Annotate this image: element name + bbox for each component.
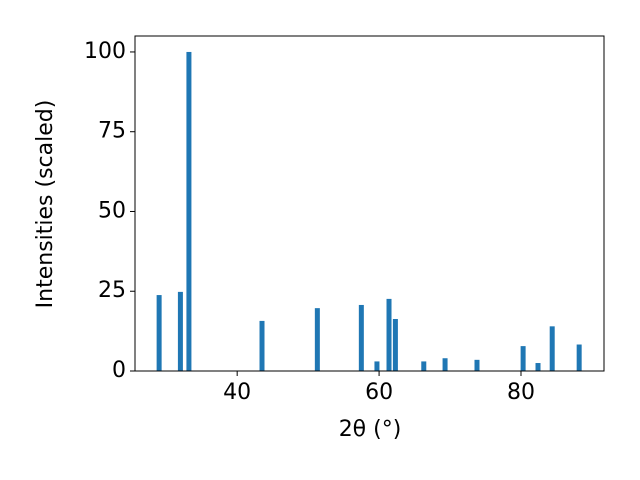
y-tick-label: 75 — [98, 119, 126, 144]
bar — [421, 361, 427, 371]
bar — [442, 358, 448, 371]
y-tick-label: 0 — [112, 358, 126, 383]
bar — [520, 346, 526, 371]
bar — [314, 308, 320, 371]
bar — [177, 291, 183, 371]
bar — [386, 298, 392, 371]
x-tick-label: 80 — [507, 380, 535, 405]
y-tick-label: 25 — [98, 278, 126, 303]
y-axis-label: Intensities (scaled) — [33, 100, 58, 309]
bar — [156, 295, 162, 371]
y-tick-label: 50 — [98, 198, 126, 223]
bar — [474, 359, 480, 371]
bar — [374, 361, 380, 371]
y-tick-label: 100 — [84, 39, 126, 64]
bar — [186, 51, 192, 371]
bar — [535, 363, 541, 371]
bar — [392, 318, 398, 371]
bar — [576, 344, 582, 371]
bar — [549, 326, 555, 371]
bar — [259, 320, 265, 371]
plot-frame — [134, 35, 605, 372]
x-tick-label: 40 — [223, 380, 251, 405]
x-axis-label: 2θ (°) — [339, 417, 402, 442]
bar — [358, 304, 364, 371]
x-tick-label: 60 — [365, 380, 393, 405]
